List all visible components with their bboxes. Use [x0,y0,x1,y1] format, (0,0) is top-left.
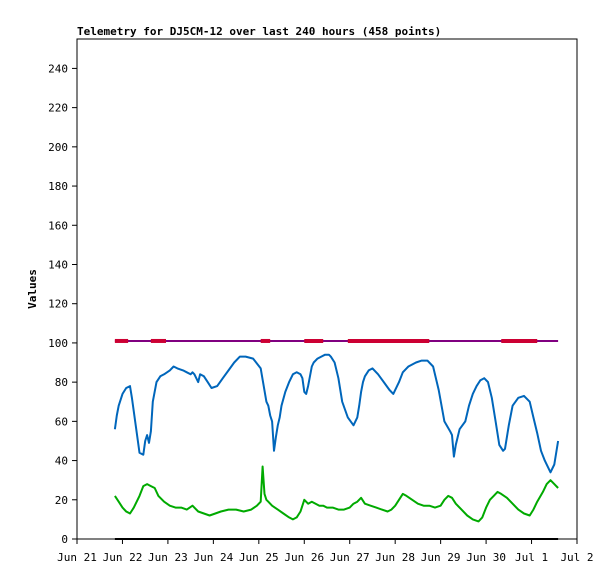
x-tick-label: Jun 30 [466,551,506,564]
y-tick-label: 220 [48,102,68,115]
x-axis-ticks: Jun 21 Jun 22 Jun 23 Jun 24 Jun 25 Jun 26 Jun … [57,539,594,564]
x-tick-label: Jun 29 [421,551,461,564]
y-axis-ticks: 0 20 40 60 80 100 120 140 160 180 200 220 240 [48,62,77,546]
y-tick-label: 20 [55,494,68,507]
y-tick-label: 180 [48,180,68,193]
blue-series-line [113,353,560,474]
x-tick-label: Jun 26 [284,551,324,564]
y-tick-label: 140 [48,258,68,271]
y-tick-label: 60 [55,415,68,428]
y-axis-label: Values [26,269,39,309]
x-tick-label: Jun 27 [330,551,370,564]
x-tick-label: Jun 25 [239,551,279,564]
y-tick-label: 120 [48,298,68,311]
y-tick-label: 80 [55,376,68,389]
x-tick-label: Jul 2 [560,551,593,564]
y-tick-label: 0 [61,533,68,546]
x-tick-label: Jun 28 [375,551,415,564]
chart-title: Telemetry for DJ5CM-12 over last 240 hou… [77,25,441,38]
green-series-line [114,465,559,523]
x-tick-label: Jun 23 [148,551,188,564]
x-tick-label: Jun 24 [193,551,233,564]
y-tick-label: 240 [48,62,68,75]
x-tick-label: Jul 1 [515,551,548,564]
y-tick-label: 200 [48,141,68,154]
y-tick-label: 100 [48,337,68,350]
x-tick-label: Jun 22 [103,551,143,564]
x-tick-label: Jun 21 [57,551,97,564]
series-layer [113,340,560,540]
y-tick-label: 160 [48,219,68,232]
y-tick-label: 40 [55,455,68,468]
